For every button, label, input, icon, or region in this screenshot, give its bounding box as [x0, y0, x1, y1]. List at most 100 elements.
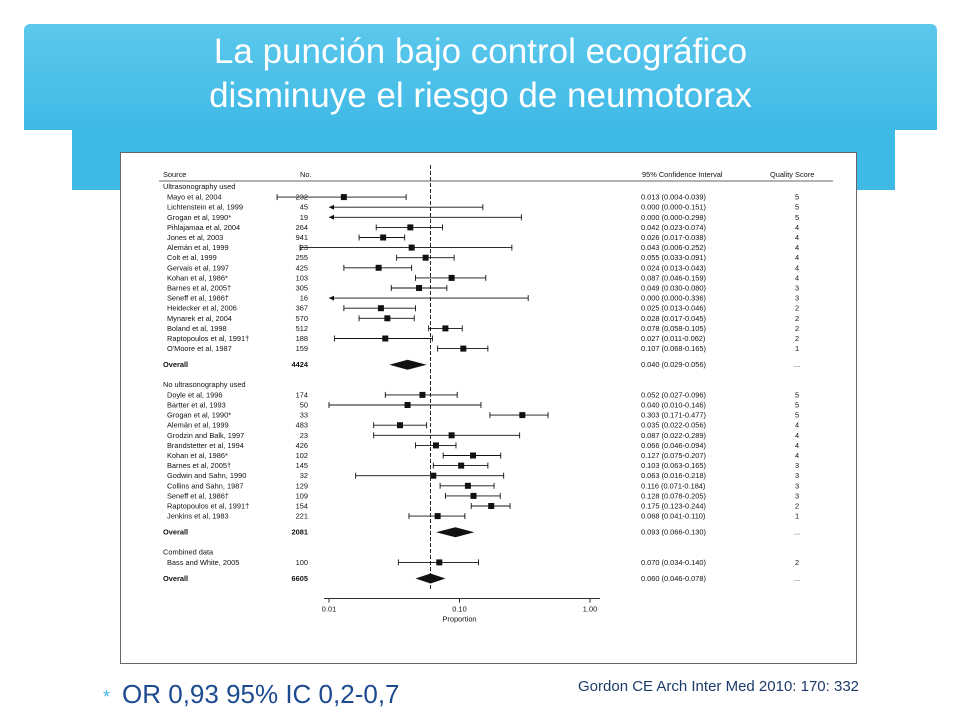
study-quality: 4	[795, 253, 799, 262]
study-name: Pihlajamaa et al, 2004	[167, 223, 240, 232]
study-quality: 2	[795, 324, 799, 333]
study-name: Collins and Sahn, 1987	[167, 481, 243, 490]
point-estimate	[464, 482, 471, 489]
overall-no: 6605	[292, 574, 308, 583]
note-bullet: * OR 0,93 95% IC 0,2-0,7	[103, 679, 400, 710]
point-estimate	[419, 391, 426, 398]
study-name: Barnes et al, 2005†	[167, 284, 231, 293]
study-ci-text: 0.107 (0.068-0.165)	[641, 344, 706, 353]
study-quality: 4	[795, 431, 799, 440]
overall-diamond	[435, 527, 475, 538]
study-name: Mynarek et al, 2004	[167, 314, 232, 323]
overall-ci-text: 0.040 (0.029-0.056)	[641, 360, 706, 369]
study-no: 425	[296, 263, 308, 272]
study-quality: 4	[795, 233, 799, 242]
study-name: Grodzin and Balk, 1997	[167, 431, 244, 440]
point-estimate	[384, 315, 391, 322]
overall-quality: ...	[794, 574, 800, 583]
study-quality: 4	[795, 421, 799, 430]
study-ci-text: 0.028 (0.017-0.045)	[641, 314, 706, 323]
ci-arrow-left	[329, 204, 334, 210]
study-quality: 4	[795, 451, 799, 460]
x-tick-label: 0.10	[452, 605, 466, 614]
study-name: Mayo et al, 2004	[167, 193, 222, 202]
x-tick-label: 1.00	[583, 605, 597, 614]
group-label: Combined data	[163, 547, 214, 556]
study-no: 32	[300, 471, 308, 480]
overall-label: Overall	[163, 528, 188, 537]
study-quality: 4	[795, 273, 799, 282]
study-ci-text: 0.025 (0.013-0.046)	[641, 304, 706, 313]
study-no: 154	[296, 502, 308, 511]
study-no: 103	[296, 273, 308, 282]
study-quality: 3	[795, 491, 799, 500]
study-no: 100	[296, 558, 308, 567]
study-no: 483	[296, 421, 308, 430]
study-ci-text: 0.027 (0.011-0.062)	[641, 334, 705, 343]
study-name: Barnes et al, 2005†	[167, 461, 231, 470]
study-name: Jenkins et al, 1983	[167, 512, 229, 521]
study-ci-text: 0.000 (0.000-0.336)	[641, 294, 706, 303]
overall-no: 4424	[292, 360, 309, 369]
point-estimate	[460, 345, 467, 352]
ci-arrow-left	[329, 295, 334, 301]
point-estimate	[519, 412, 526, 419]
slide-title-line-1: La punción bajo control ecográfico	[213, 32, 748, 71]
study-name: Kohan et al, 1986*	[167, 451, 228, 460]
study-ci-text: 0.303 (0.171-0.477)	[641, 411, 706, 420]
title-banner	[24, 24, 937, 130]
study-ci-text: 0.087 (0.046-0.159)	[641, 273, 706, 282]
study-name: Boland et al, 1998	[167, 324, 227, 333]
study-no: 512	[296, 324, 308, 333]
point-estimate	[397, 422, 404, 429]
study-quality: 5	[795, 411, 799, 420]
study-quality: 3	[795, 284, 799, 293]
study-ci-text: 0.052 (0.027-0.096)	[641, 390, 706, 399]
study-no: 23	[300, 431, 308, 440]
point-estimate	[434, 513, 441, 520]
group-label: Ultrasonography used	[163, 182, 235, 191]
point-estimate	[432, 442, 439, 449]
overall-quality: ...	[794, 360, 800, 369]
overall-diamond	[389, 359, 427, 370]
header-source: Source	[163, 170, 186, 179]
study-name: Brandstetter et al, 1994	[167, 441, 244, 450]
study-no: 19	[300, 213, 308, 222]
study-ci-text: 0.026 (0.017-0.038)	[641, 233, 706, 242]
slide-title-line-2: disminuye el riesgo de neumotorax	[209, 76, 752, 115]
study-ci-text: 0.128 (0.078-0.205)	[641, 491, 706, 500]
study-ci-text: 0.024 (0.013-0.043)	[641, 263, 706, 272]
study-quality: 5	[795, 193, 799, 202]
study-name: Bartter et al, 1993	[167, 401, 226, 410]
point-estimate	[382, 335, 389, 342]
point-estimate	[408, 244, 415, 251]
point-estimate	[416, 285, 423, 291]
point-estimate	[340, 194, 347, 201]
study-ci-text: 0.116 (0.071-0.184)	[641, 481, 705, 490]
overall-label: Overall	[163, 574, 188, 583]
study-ci-text: 0.055 (0.033-0.091)	[641, 253, 706, 262]
star-bullet-icon: *	[103, 687, 111, 707]
study-no: 50	[300, 401, 308, 410]
point-estimate	[488, 503, 495, 509]
study-name: Alemán et al, 1999	[167, 243, 229, 252]
x-axis-label: Proportion	[442, 615, 476, 624]
ci-arrow-left	[329, 214, 334, 220]
overall-diamond	[415, 573, 446, 584]
study-no: 16	[300, 294, 308, 303]
study-quality: 5	[795, 401, 799, 410]
study-name: Lichtenstein et al, 1999	[167, 203, 243, 212]
study-name: Grogan et al, 1990*	[167, 213, 231, 222]
study-no: 102	[296, 451, 308, 460]
study-ci-text: 0.127 (0.075-0.207)	[641, 451, 706, 460]
header-ci: 95% Confidence Interval	[642, 170, 723, 179]
study-ci-text: 0.049 (0.030-0.080)	[641, 284, 706, 293]
study-no: 45	[300, 203, 308, 212]
study-name: Grogan et al, 1990*	[167, 411, 231, 420]
point-estimate	[407, 224, 414, 231]
point-estimate	[422, 254, 429, 261]
study-name: Seneff et al, 1986†	[167, 294, 229, 303]
study-name: Colt et al, 1999	[167, 253, 217, 262]
study-quality: 3	[795, 461, 799, 470]
study-name: Doyle et al, 1996	[167, 390, 222, 399]
